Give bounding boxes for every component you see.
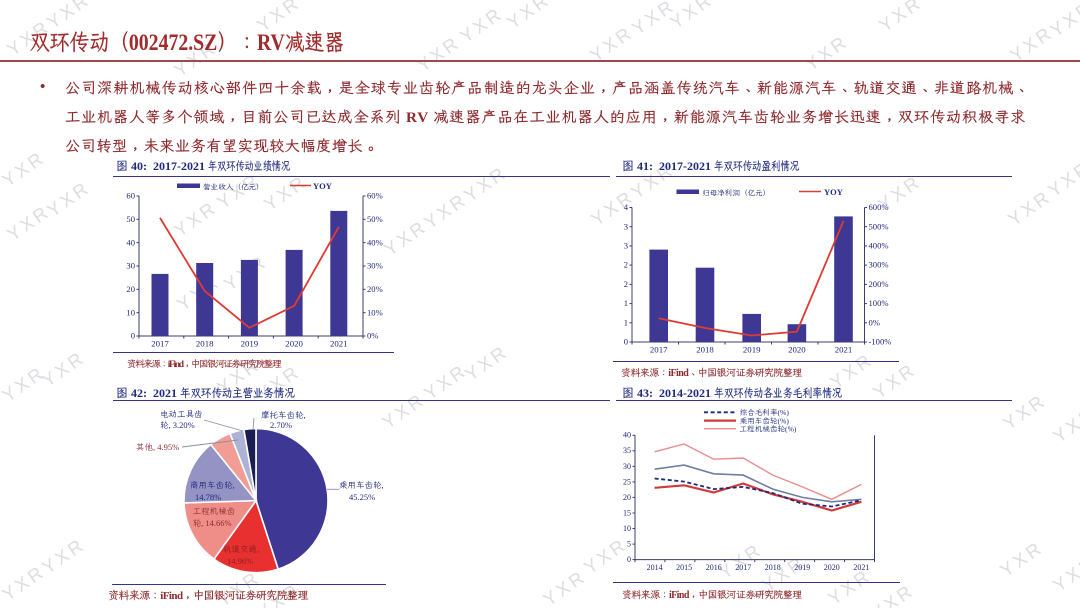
svg-text:25: 25 [623, 477, 631, 486]
svg-text:2019: 2019 [743, 345, 761, 355]
svg-text:50: 50 [126, 214, 135, 224]
svg-text:2014: 2014 [647, 563, 663, 572]
svg-text:2021: 2021 [330, 339, 348, 349]
svg-text:40: 40 [623, 431, 631, 440]
svg-text:14.96%: 14.96% [227, 556, 253, 566]
svg-text:2020: 2020 [285, 339, 303, 349]
svg-text:2018: 2018 [696, 345, 714, 355]
svg-text:2019: 2019 [794, 563, 810, 572]
svg-text:0%: 0% [869, 317, 880, 327]
svg-text:2016: 2016 [706, 563, 722, 572]
svg-text:5: 5 [627, 539, 631, 548]
svg-text:综合毛利率(%): 综合毛利率(%) [740, 408, 790, 417]
svg-text:35: 35 [623, 446, 631, 455]
svg-text:10: 10 [623, 524, 631, 533]
svg-text:0: 0 [131, 331, 135, 341]
svg-text:2018: 2018 [765, 563, 781, 572]
svg-text:2017: 2017 [735, 563, 751, 572]
svg-text:1: 1 [624, 317, 628, 327]
svg-text:40%: 40% [367, 237, 383, 247]
svg-text:10%: 10% [367, 307, 383, 317]
svg-text:0%: 0% [367, 331, 378, 341]
svg-text:工程机械齿轮(%): 工程机械齿轮(%) [740, 424, 797, 433]
svg-text:乘用车齿轮,: 乘用车齿轮, [339, 480, 384, 490]
svg-text:20: 20 [623, 493, 631, 502]
svg-text:0: 0 [627, 555, 631, 564]
svg-text:轮, 3.20%: 轮, 3.20% [160, 420, 195, 430]
svg-text:电动工具齿: 电动工具齿 [160, 409, 203, 419]
svg-text:14.78%: 14.78% [195, 492, 221, 502]
svg-text:2: 2 [624, 260, 628, 270]
svg-text:0: 0 [624, 337, 628, 347]
svg-text:3: 3 [624, 221, 628, 231]
svg-text:4: 4 [624, 202, 629, 212]
svg-text:2021: 2021 [835, 345, 853, 355]
svg-text:2017: 2017 [650, 345, 668, 355]
svg-text:商用车齿轮,: 商用车齿轮, [190, 480, 235, 490]
svg-text:10: 10 [126, 307, 135, 317]
svg-text:50%: 50% [367, 214, 383, 224]
svg-text:2: 2 [624, 279, 628, 289]
svg-text:轨道交通,: 轨道交通, [223, 544, 259, 554]
svg-text:工程机械齿: 工程机械齿 [193, 506, 236, 516]
svg-text:40: 40 [126, 237, 135, 247]
svg-text:400%: 400% [869, 241, 889, 251]
svg-text:-100%: -100% [869, 337, 892, 347]
svg-text:2021: 2021 [853, 563, 869, 572]
svg-text:2020: 2020 [824, 563, 840, 572]
svg-text:600%: 600% [869, 202, 889, 212]
svg-text:100%: 100% [869, 298, 889, 308]
svg-text:2015: 2015 [676, 563, 692, 572]
svg-text:20%: 20% [367, 284, 383, 294]
svg-text:乘用车齿轮(%): 乘用车齿轮(%) [740, 416, 790, 425]
svg-text:200%: 200% [869, 279, 889, 289]
svg-text:2017: 2017 [151, 339, 169, 349]
svg-text:2020: 2020 [788, 345, 806, 355]
svg-text:3: 3 [624, 241, 628, 251]
svg-text:1: 1 [624, 298, 628, 308]
svg-text:YOY: YOY [824, 187, 843, 197]
svg-text:营业收入（亿元）: 营业收入（亿元） [203, 183, 264, 192]
svg-text:2.70%: 2.70% [270, 420, 292, 430]
svg-text:45.25%: 45.25% [349, 492, 375, 502]
svg-text:归母净利润（亿元）: 归母净利润（亿元） [702, 189, 770, 198]
svg-text:300%: 300% [869, 260, 889, 270]
svg-text:500%: 500% [869, 221, 889, 231]
svg-text:2018: 2018 [196, 339, 214, 349]
svg-text:30: 30 [126, 261, 135, 271]
svg-text:2019: 2019 [241, 339, 259, 349]
svg-text:摩托车齿轮,: 摩托车齿轮, [261, 410, 306, 420]
svg-text:60: 60 [126, 191, 135, 201]
svg-text:15: 15 [623, 508, 631, 517]
svg-text:30%: 30% [367, 261, 383, 271]
svg-text:30: 30 [623, 462, 631, 471]
svg-text:轮, 14.66%: 轮, 14.66% [193, 518, 232, 528]
svg-text:60%: 60% [367, 191, 383, 201]
svg-text:20: 20 [126, 284, 135, 294]
svg-text:其他, 4.95%: 其他, 4.95% [136, 442, 179, 452]
svg-text:YOY: YOY [313, 181, 332, 191]
